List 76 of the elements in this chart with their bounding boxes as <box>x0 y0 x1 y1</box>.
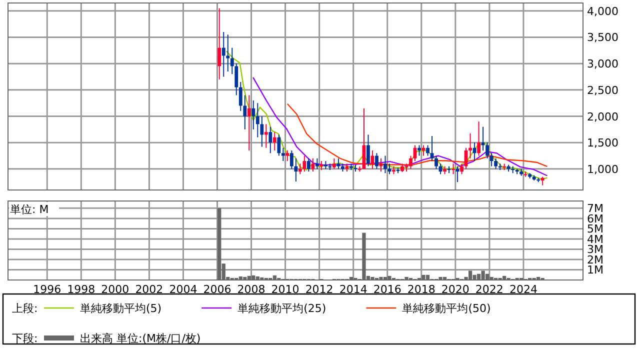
legend-label: 出来高 単位:(M株/口/枚) <box>80 332 201 345</box>
candlestick <box>434 155 438 170</box>
legend-label: 単純移動平均(50) <box>402 302 491 315</box>
candlestick <box>286 150 290 162</box>
candlestick <box>332 158 336 170</box>
x-tick-label: 2020 <box>441 283 470 296</box>
candlestick <box>256 102 260 138</box>
x-tick-label: 2004 <box>169 283 198 296</box>
x-tick-label: 2016 <box>373 283 402 296</box>
candlestick <box>336 158 340 170</box>
candlestick <box>243 94 247 130</box>
legend-title: 下段: <box>12 332 38 345</box>
line-series <box>226 50 548 180</box>
candlestick <box>234 63 238 96</box>
candlestick <box>264 124 268 148</box>
legend-title: 上段: <box>12 302 38 315</box>
candlestick <box>481 126 485 151</box>
legend-label: 単純移動平均(25) <box>238 302 326 315</box>
annotation: 単位: M <box>10 203 49 216</box>
candlestick <box>311 158 315 172</box>
x-tick-label: 2010 <box>271 283 300 296</box>
candlestick <box>277 134 281 156</box>
candlestick <box>226 34 230 72</box>
candlestick <box>468 132 472 159</box>
candlestick <box>260 116 264 148</box>
candlestick <box>294 158 298 182</box>
candlestick <box>418 144 421 156</box>
y-tick-label: 3,000 <box>587 58 618 71</box>
candlestick <box>472 142 476 162</box>
candlestick <box>268 126 272 154</box>
legend-label: 単純移動平均(5) <box>80 302 162 315</box>
candlestick <box>494 158 498 170</box>
x-tick-label: 2006 <box>203 283 232 296</box>
candlestick <box>306 158 310 172</box>
candlestick <box>426 144 430 156</box>
x-tick-label: 2000 <box>101 283 130 296</box>
candlestick <box>252 100 256 130</box>
y-tick-label: 2,000 <box>587 110 618 124</box>
candlestick <box>315 158 319 170</box>
candlestick <box>290 150 294 170</box>
candlestick <box>281 147 285 162</box>
y-tick-label: 1M <box>587 264 604 277</box>
candlestick <box>490 152 494 167</box>
candlestick <box>409 155 412 170</box>
candlestick <box>222 31 226 78</box>
y-tick-label: 1,000 <box>587 162 618 176</box>
y-tick-label: 1,500 <box>587 136 618 150</box>
x-tick-label: 2012 <box>305 283 334 296</box>
candlestick <box>238 82 242 112</box>
candlestick <box>384 155 387 174</box>
candlestick <box>375 152 378 170</box>
candlestick <box>230 47 234 75</box>
x-tick-label: 2024 <box>509 283 538 296</box>
x-tick-label: 2002 <box>135 283 164 296</box>
candlestick <box>477 121 481 156</box>
candlestick <box>452 163 455 175</box>
candlestick <box>366 134 370 167</box>
y-tick-label: 2,500 <box>587 84 618 97</box>
candlestick <box>379 158 383 172</box>
x-tick-label: 2014 <box>339 283 368 296</box>
y-tick-label: 3,500 <box>587 31 618 44</box>
candlestick <box>272 132 276 151</box>
candlestick <box>298 163 302 175</box>
candlestick <box>486 142 490 159</box>
x-tick-label: 2018 <box>407 283 436 296</box>
x-tick-label: 2022 <box>475 283 504 296</box>
candlestick <box>302 155 306 172</box>
candlestick <box>430 136 434 162</box>
candlestick <box>218 8 222 80</box>
candlestick <box>460 163 464 175</box>
x-tick-label: 1998 <box>67 283 96 296</box>
line-series <box>252 77 548 176</box>
y-tick-label: 4,000 <box>587 4 618 18</box>
candlestick <box>247 94 251 151</box>
x-tick-label: 1996 <box>33 283 62 296</box>
x-tick-label: 2008 <box>237 283 266 296</box>
